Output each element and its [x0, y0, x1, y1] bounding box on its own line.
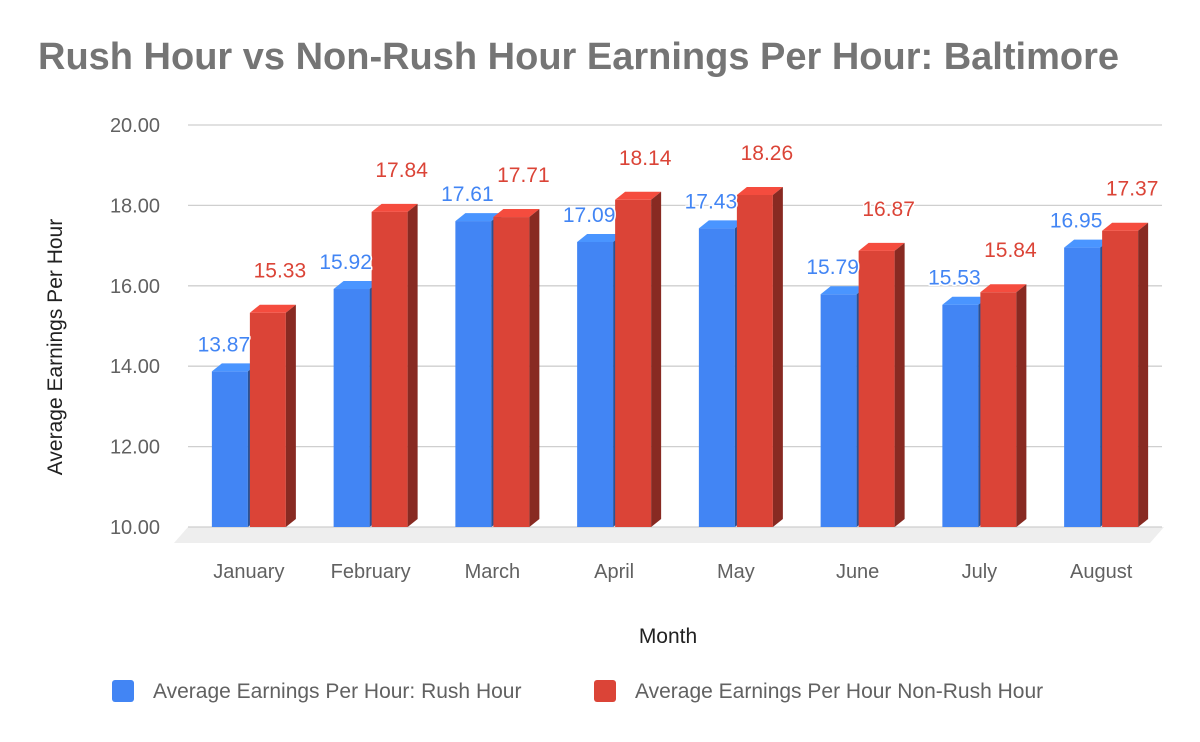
- data-label-rush-hour: 16.95: [1050, 210, 1103, 233]
- data-label-non-rush-hour: 18.26: [741, 142, 794, 165]
- y-tick-label: 16.00: [110, 276, 160, 298]
- bar-front: [698, 228, 735, 527]
- bar-non-rush-hour: [1102, 222, 1149, 527]
- y-tick-label: 12.00: [110, 437, 160, 459]
- bar-front: [942, 304, 979, 527]
- y-tick-label: 20.00: [110, 115, 160, 137]
- bar-top: [736, 186, 783, 195]
- bar-non-rush-hour: [371, 203, 418, 527]
- bar-side: [529, 209, 540, 528]
- data-label-non-rush-hour: 17.71: [497, 164, 550, 187]
- bar-front: [980, 292, 1017, 527]
- legend: Average Earnings Per Hour: Rush Hour Aver…: [112, 680, 1043, 703]
- bar-top: [455, 213, 502, 222]
- bar-side: [1138, 222, 1149, 527]
- bar-front: [211, 371, 248, 527]
- bar-front: [249, 312, 286, 527]
- bar-front: [820, 294, 857, 527]
- x-tick-label: July: [962, 561, 998, 583]
- bar-non-rush-hour: [736, 186, 783, 527]
- bar-top: [493, 209, 540, 218]
- legend-label-non-rush-hour: Average Earnings Per Hour Non-Rush Hour: [635, 680, 1043, 703]
- bar-front: [1064, 247, 1101, 528]
- x-tick-label: March: [465, 561, 521, 583]
- bar-side: [285, 304, 296, 527]
- bar-front: [455, 221, 492, 527]
- bar-top: [211, 363, 258, 372]
- data-label-non-rush-hour: 15.33: [254, 260, 307, 283]
- bar-top: [371, 203, 418, 212]
- bar-front: [333, 289, 370, 527]
- data-label-rush-hour: 15.79: [806, 256, 859, 279]
- bar-front: [1102, 230, 1139, 527]
- bar-non-rush-hour: [858, 242, 905, 528]
- bar-front: [371, 211, 408, 527]
- chart-title: Rush Hour vs Non-Rush Hour Earnings Per …: [38, 36, 1119, 78]
- data-label-non-rush-hour: 16.87: [862, 198, 915, 221]
- bar-top: [615, 191, 662, 200]
- bars: [211, 186, 1149, 528]
- bar-side: [651, 191, 662, 527]
- bar-front: [493, 217, 530, 528]
- data-label-non-rush-hour: 17.37: [1106, 178, 1159, 201]
- bar-top: [1102, 222, 1149, 231]
- bar-side: [1016, 284, 1027, 527]
- y-tick-label: 14.00: [110, 356, 160, 378]
- bar-top: [858, 242, 905, 251]
- y-axis-ticks: 10.00 12.00 14.00 16.00 18.00 20.00: [110, 115, 160, 539]
- bar-side: [407, 203, 418, 527]
- y-tick-label: 10.00: [110, 517, 160, 539]
- y-axis-title: Average Earnings Per Hour: [44, 219, 67, 475]
- bar-top: [249, 304, 296, 313]
- x-tick-label: January: [213, 561, 284, 583]
- x-axis-title: Month: [639, 625, 697, 648]
- x-tick-label: August: [1070, 561, 1133, 583]
- bar-front: [615, 199, 652, 527]
- data-label-rush-hour: 17.09: [563, 204, 616, 227]
- data-label-rush-hour: 17.61: [441, 183, 494, 206]
- x-tick-label: May: [717, 561, 755, 583]
- bar-front: [736, 194, 773, 527]
- bar-non-rush-hour: [493, 209, 540, 528]
- bar-top: [942, 296, 989, 305]
- bar-side: [894, 242, 905, 528]
- data-label-non-rush-hour: 18.14: [619, 147, 672, 170]
- bar-top: [980, 284, 1027, 293]
- bar-top: [333, 281, 380, 290]
- bar-front: [577, 241, 614, 527]
- x-tick-label: June: [836, 561, 879, 583]
- data-label-non-rush-hour: 17.84: [375, 159, 428, 182]
- legend-label-rush-hour: Average Earnings Per Hour: Rush Hour: [153, 680, 521, 703]
- bar-side: [772, 186, 783, 527]
- legend-swatch-non-rush-hour: [594, 680, 616, 702]
- bar-non-rush-hour: [980, 284, 1027, 527]
- data-label-non-rush-hour: 15.84: [984, 239, 1037, 262]
- data-label-rush-hour: 13.87: [198, 333, 251, 356]
- bar-top: [820, 286, 867, 295]
- bar-top: [698, 220, 745, 229]
- legend-swatch-rush-hour: [112, 680, 134, 702]
- data-label-rush-hour: 15.92: [319, 251, 372, 274]
- data-label-rush-hour: 17.43: [685, 190, 738, 213]
- bar-top: [577, 233, 624, 242]
- data-label-rush-hour: 15.53: [928, 267, 981, 290]
- bar-non-rush-hour: [249, 304, 296, 527]
- x-axis-ticks: January February March April May June July Augu…: [213, 561, 1132, 583]
- bar-top: [1064, 239, 1111, 248]
- bar-non-rush-hour: [615, 191, 662, 527]
- chart-floor: [174, 527, 1164, 543]
- x-tick-label: April: [594, 561, 634, 583]
- bar-front: [858, 250, 895, 528]
- y-tick-label: 18.00: [110, 195, 160, 217]
- x-tick-label: February: [331, 561, 411, 583]
